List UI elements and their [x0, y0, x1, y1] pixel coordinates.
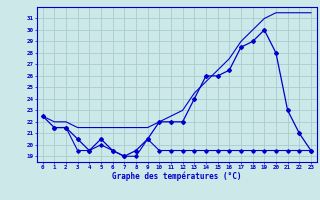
- X-axis label: Graphe des températures (°C): Graphe des températures (°C): [112, 172, 242, 181]
